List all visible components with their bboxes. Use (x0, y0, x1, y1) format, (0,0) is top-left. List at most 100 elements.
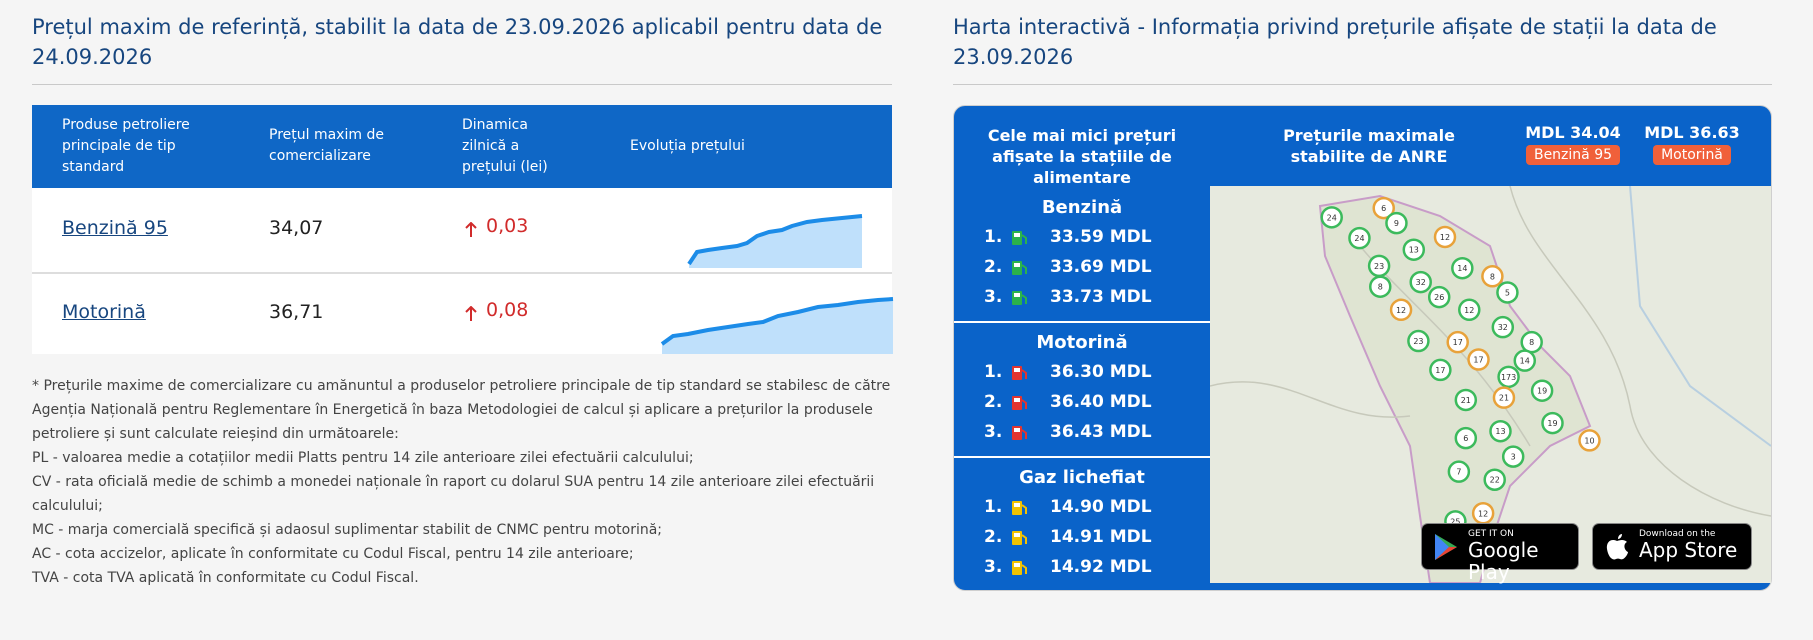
marker-label: 12 (1478, 509, 1488, 518)
marker-label: 12 (1440, 233, 1450, 242)
fuel-icon (1012, 366, 1027, 380)
station-marker[interactable]: 32 (1491, 315, 1515, 339)
footnote-line: TVA - cota TVA aplicată în conformitate … (32, 570, 419, 586)
station-marker[interactable]: 13 (1489, 419, 1512, 443)
station-marker[interactable]: 32 (1409, 270, 1432, 294)
footnote: * Prețurile maxime de comercializare cu … (32, 374, 892, 590)
station-marker[interactable]: 21 (1454, 388, 1478, 412)
icon-hose (1021, 534, 1027, 544)
divider (32, 84, 892, 85)
station-marker[interactable]: 23 (1367, 254, 1391, 278)
store-button[interactable]: GET IT ON Google Play (1421, 523, 1579, 583)
store-icon (1606, 534, 1628, 560)
header-anre: Prețurile maximale stabilite de ANRE (1283, 126, 1455, 166)
marker-label: 25 (1450, 517, 1460, 526)
row-divider (32, 272, 892, 274)
station-marker[interactable]: 14 (1451, 256, 1474, 280)
station-marker[interactable]: 8 (1481, 265, 1504, 288)
station-marker[interactable]: 24 (1348, 226, 1371, 250)
lowest-price: 14.91 MDL (1050, 527, 1152, 547)
marker-label: 13 (1495, 427, 1505, 436)
icon-window (1014, 428, 1020, 432)
lowest-price: 36.30 MDL (1050, 362, 1152, 382)
station-marker[interactable]: 12 (1389, 298, 1413, 322)
marker-ring (1409, 270, 1432, 294)
marker-label: 17 (1453, 338, 1463, 347)
station-marker[interactable]: 19 (1530, 379, 1554, 402)
lowest-prices: Benzină 1. 33.59 MDL 2. 33.69 MDL 3. 33.73 MDL… (954, 187, 1210, 590)
marker-label: 14 (1520, 357, 1530, 366)
group-name: Gaz lichefiat (1019, 467, 1145, 488)
store-icon (1435, 534, 1457, 560)
station-marker[interactable]: 24 (1320, 206, 1343, 229)
marker-label: 10 (1584, 436, 1594, 445)
marker-ring (1496, 281, 1519, 304)
station-marker[interactable]: 23 (1407, 329, 1430, 353)
marker-label: 32 (1416, 278, 1426, 287)
rank: 2. (984, 392, 1003, 412)
marker-label: 32 (1498, 323, 1508, 332)
table-row: Motorină 36,71 0,08 (32, 274, 894, 354)
marker-label: 3 (1511, 453, 1516, 462)
station-marker[interactable]: 8 (1520, 330, 1543, 354)
header-cell: Evoluția prețului (630, 138, 745, 154)
group-divider (954, 321, 1210, 323)
station-marker[interactable]: 5 (1496, 281, 1519, 304)
marker-label: 23 (1374, 262, 1384, 271)
station-marker[interactable]: 7 (1447, 460, 1471, 483)
product-link[interactable]: Motorină (62, 301, 146, 323)
marker-ring (1578, 429, 1601, 452)
table-row: Benzină 95 34,07 0,03 (32, 188, 892, 272)
fuel-icon (1012, 426, 1027, 440)
marker-ring (1369, 275, 1392, 298)
station-marker[interactable]: 22 (1483, 468, 1506, 491)
marker-ring (1447, 460, 1471, 483)
station-marker[interactable]: 12 (1458, 298, 1481, 322)
marker-label: 9 (1394, 219, 1399, 228)
icon-hose (1021, 504, 1027, 514)
footnote-line: MC - marja comercială specifică și adaos… (32, 522, 663, 538)
lowest-price: 36.43 MDL (1050, 422, 1152, 442)
station-marker[interactable]: 173 (1497, 365, 1520, 389)
rank: 1. (984, 497, 1003, 517)
marker-label: 12 (1396, 306, 1406, 315)
up-arrow (465, 222, 477, 237)
station-marker[interactable]: 14 (1513, 349, 1537, 372)
anre-price: MDL 36.63 Motorină (1632, 122, 1752, 166)
marker-label: 14 (1457, 264, 1467, 273)
marker-ring (1433, 225, 1457, 249)
marker-ring (1467, 348, 1490, 371)
icon-window (1014, 368, 1020, 372)
station-marker[interactable]: 3 (1501, 445, 1525, 468)
station-marker[interactable]: 6 (1372, 196, 1395, 220)
station-marker[interactable]: 21 (1492, 386, 1516, 409)
icon-hose (1021, 234, 1027, 244)
station-marker[interactable]: 13 (1402, 238, 1426, 261)
station-marker[interactable]: 6 (1454, 426, 1478, 450)
icon-window (1014, 533, 1020, 537)
product-link[interactable]: Benzină 95 (62, 217, 168, 239)
station-marker[interactable]: 10 (1578, 429, 1601, 452)
store-big: Google Play (1468, 538, 1539, 584)
station-marker[interactable]: 17 (1467, 348, 1490, 371)
station-marker[interactable]: 17 (1446, 330, 1469, 354)
station-marker[interactable]: 19 (1541, 411, 1564, 435)
group-divider (954, 456, 1210, 458)
station-marker[interactable]: 12 (1471, 502, 1495, 525)
station-marker[interactable]: 9 (1385, 211, 1408, 235)
station-marker[interactable]: 8 (1369, 275, 1392, 298)
store-button[interactable]: Download on the App Store (1592, 523, 1752, 570)
station-marker[interactable]: 17 (1429, 358, 1452, 382)
station-marker[interactable]: 12 (1433, 225, 1457, 249)
station-marker[interactable]: 26 (1427, 285, 1451, 309)
marker-label: 8 (1378, 283, 1383, 292)
marker-label: 7 (1456, 468, 1461, 477)
marker-label: 173 (1501, 373, 1516, 382)
marker-label: 19 (1537, 387, 1547, 396)
footnote-line: Agenția Națională pentru Reglementare în… (32, 402, 873, 418)
icon-window (1014, 398, 1020, 402)
fuel-icon (1012, 561, 1027, 575)
marker-label: 22 (1490, 476, 1500, 485)
